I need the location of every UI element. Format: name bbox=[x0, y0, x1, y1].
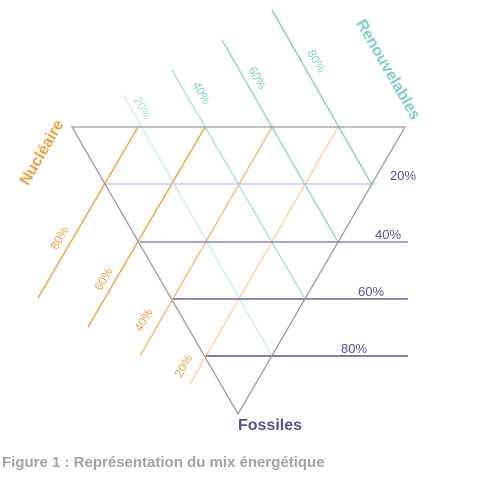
fossiles-tick-20: 20% bbox=[390, 168, 416, 183]
fossiles-tick-60: 60% bbox=[358, 284, 384, 299]
renouvelables-tick-80: 80% bbox=[304, 47, 328, 75]
figure-caption: Figure 1 : Représentation du mix énergét… bbox=[2, 454, 325, 471]
nucleaire-grid-line-20 bbox=[189, 126, 339, 385]
nucleaire-grid-line-80 bbox=[37, 126, 139, 299]
nucleaire-axis-title: Nucléaire bbox=[17, 117, 68, 188]
renouvelables-tick-20: 20% bbox=[130, 94, 154, 122]
fossiles-grid-lines bbox=[105, 183, 408, 357]
renouvelables-grid-line-80 bbox=[271, 9, 373, 186]
nucleaire-tick-60: 60% bbox=[91, 265, 115, 293]
renouvelables-tick-40: 40% bbox=[189, 79, 213, 107]
fossiles-tick-80: 80% bbox=[341, 341, 367, 356]
renouvelables-axis-title: Renouvelables bbox=[352, 17, 423, 123]
renouvelables-grid-line-60 bbox=[221, 39, 339, 243]
nucleaire-tick-40: 40% bbox=[131, 306, 155, 334]
fossiles-tick-40: 40% bbox=[375, 227, 401, 242]
renouvelables-grid-line-20 bbox=[123, 95, 273, 357]
fossiles-axis-title: Fossiles bbox=[238, 417, 302, 434]
nucleaire-tick-20: 20% bbox=[171, 352, 195, 380]
nucleaire-grid-lines bbox=[37, 126, 339, 385]
triangle-outline bbox=[70, 126, 407, 416]
renouvelables-grid-lines bbox=[123, 9, 373, 357]
nucleaire-grid-line-60 bbox=[87, 126, 206, 328]
